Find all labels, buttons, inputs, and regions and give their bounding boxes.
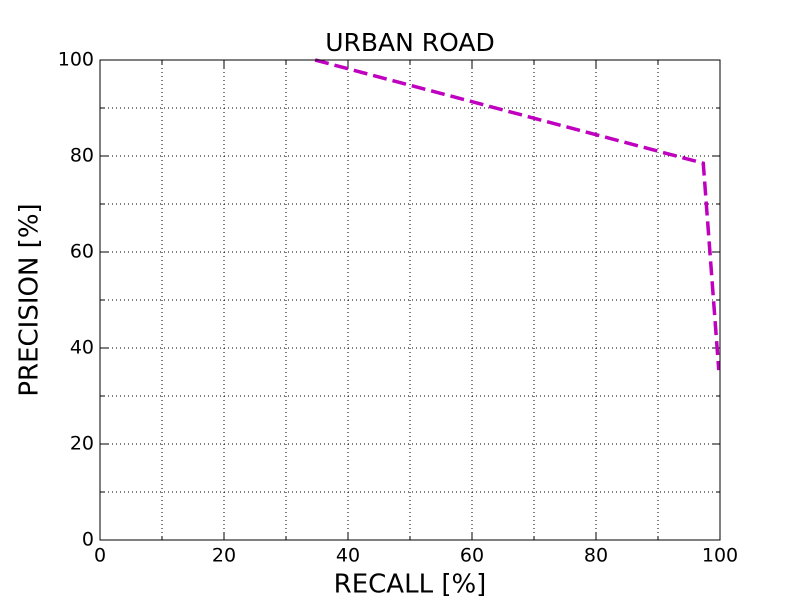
chart-title: URBAN ROAD: [325, 28, 495, 57]
x-tick-label: 0: [94, 545, 106, 567]
y-tick-label: 80: [70, 145, 94, 167]
y-tick-label: 60: [70, 241, 94, 263]
y-tick-label: 40: [70, 337, 94, 359]
x-tick-label: 40: [336, 545, 360, 567]
y-tick-label: 0: [82, 529, 94, 551]
y-axis-label: PRECISION [%]: [15, 203, 45, 396]
x-tick-label: 20: [212, 545, 236, 567]
y-tick-label: 100: [58, 49, 94, 71]
x-tick-label: 60: [460, 545, 484, 567]
y-tick-label: 20: [70, 433, 94, 455]
x-tick-label: 100: [702, 545, 738, 567]
data-line: [314, 58, 721, 371]
plot-frame: [99, 59, 721, 541]
x-tick-label: 80: [584, 545, 608, 567]
x-axis-label: RECALL [%]: [334, 570, 487, 600]
